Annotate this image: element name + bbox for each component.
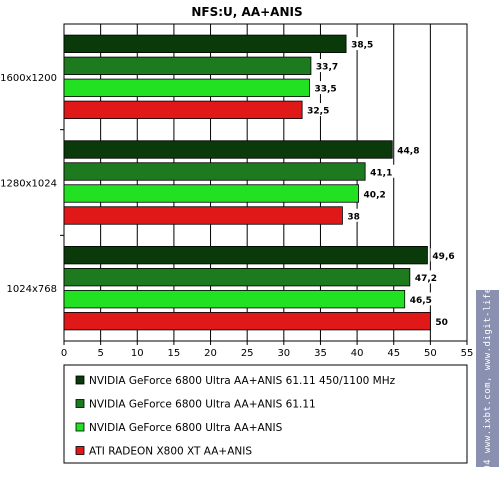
bar: [63, 140, 393, 159]
legend: [63, 364, 468, 464]
watermark-text: © 2004 www.ixbt.com, www.digit-life.com: [482, 263, 493, 494]
data-label-bg: [395, 142, 424, 156]
bar: [63, 312, 431, 331]
legend-items: NVIDIA GeForce 6800 Ultra AA+ANIS 61.11 …: [75, 375, 396, 458]
category-label: 1600x1200: [0, 73, 57, 84]
legend-label: NVIDIA GeForce 6800 Ultra AA+ANIS 61.11 …: [89, 375, 396, 387]
data-label: 47,2: [415, 274, 437, 284]
legend-swatch: [75, 375, 85, 385]
data-label: 40,2: [364, 190, 386, 200]
data-label-bg: [312, 81, 341, 95]
x-tick-label: 55: [461, 348, 474, 359]
legend-label: ATI RADEON X800 XT AA+ANIS: [89, 446, 252, 458]
watermark: © 2004 www.ixbt.com, www.digit-life.com: [476, 263, 499, 494]
category-labels: 1600x1200 1280x1024 1024x768: [0, 73, 64, 295]
data-labels: 38,5 33,7 33,5 32,5 44,8 41,1 40,2 38 49,6 47,2 46…: [305, 37, 459, 328]
bar: [63, 290, 406, 309]
legend-swatch: [75, 399, 85, 408]
category-label: 1024x768: [7, 284, 57, 295]
x-tick-label: 40: [351, 348, 364, 359]
x-tick-label: 35: [314, 348, 327, 359]
legend-swatch: [75, 422, 85, 432]
x-tick-label: 10: [131, 348, 144, 359]
x-tick-label: 50: [424, 348, 437, 359]
data-label: 44,8: [397, 146, 419, 156]
bar: [63, 184, 359, 203]
category-label: 1280x1024: [0, 179, 57, 190]
legend-label: NVIDIA GeForce 6800 Ultra AA+ANIS: [89, 422, 283, 434]
data-label-bg: [433, 314, 450, 328]
bar: [63, 100, 303, 119]
data-label: 32,5: [307, 107, 329, 117]
data-label-bg: [368, 164, 397, 178]
legend-label: NVIDIA GeForce 6800 Ultra AA+ANIS 61.11: [89, 399, 316, 411]
data-label-bg: [412, 270, 441, 284]
x-tick-label: 45: [387, 348, 400, 359]
data-label-bg: [407, 292, 436, 306]
data-label-bg: [349, 37, 378, 51]
bar: [63, 56, 312, 75]
plot-area: [63, 23, 468, 342]
grid-lines: [100, 24, 431, 341]
data-label: 38: [347, 212, 360, 222]
data-label: 50: [435, 318, 448, 328]
data-label: 41,1: [370, 168, 392, 178]
bar: [63, 34, 347, 53]
x-tick-label: 5: [97, 348, 103, 359]
bar: [63, 246, 428, 265]
data-label: 33,5: [314, 85, 336, 95]
data-label: 33,7: [316, 63, 338, 73]
data-label-bg: [345, 208, 362, 222]
bar: [63, 78, 310, 97]
data-label-bg: [430, 248, 459, 262]
chart: NFS:U, AA+ANIS 38,5 33,7 33,5 32,5 44,8 41,1 4…: [0, 5, 474, 464]
data-label: 46,5: [410, 296, 432, 306]
data-label: 49,6: [432, 252, 454, 262]
data-label-bg: [313, 59, 342, 73]
x-tick-label: 0: [61, 348, 67, 359]
data-label: 38,5: [351, 41, 373, 51]
data-label-bg: [361, 186, 390, 200]
x-tick-label: 25: [241, 348, 254, 359]
x-axis-ticks: 0 5 10 15 20 25 30 35 40 45 50 55: [61, 341, 474, 359]
data-label-bg: [305, 103, 334, 117]
bars: [63, 34, 431, 331]
bar: [63, 206, 343, 225]
x-tick-label: 20: [204, 348, 217, 359]
bar: [63, 162, 366, 181]
chart-title: NFS:U, AA+ANIS: [191, 5, 302, 19]
x-tick-label: 15: [168, 348, 181, 359]
bar: [63, 268, 411, 287]
x-tick-label: 30: [277, 348, 290, 359]
legend-swatch: [75, 446, 85, 455]
